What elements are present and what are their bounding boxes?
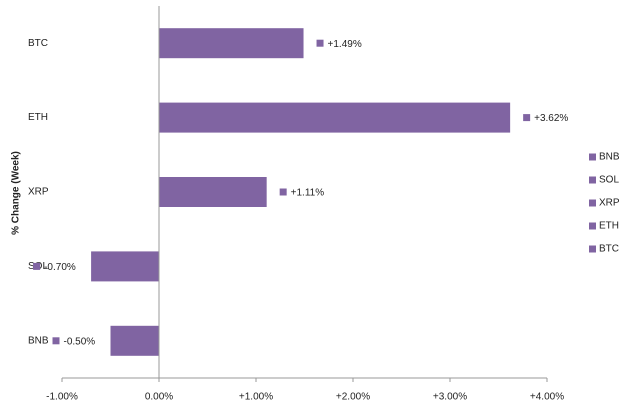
value-label-marker xyxy=(316,39,324,47)
x-tick-label: +4.00% xyxy=(530,392,564,403)
legend-label: ETH xyxy=(599,221,619,232)
x-tick-label: 0.00% xyxy=(145,392,173,403)
x-tick-label: -1.00% xyxy=(46,392,78,403)
value-label: -0.50% xyxy=(64,336,96,347)
value-label-marker xyxy=(523,114,531,122)
x-tick-label: +1.00% xyxy=(239,392,273,403)
bar xyxy=(159,28,304,59)
value-label: +3.62% xyxy=(534,113,568,124)
value-label: -0.70% xyxy=(44,262,76,273)
legend-label: XRP xyxy=(599,198,620,209)
bar xyxy=(159,102,511,133)
x-tick-label: +3.00% xyxy=(433,392,467,403)
legend-swatch xyxy=(589,153,596,161)
bar xyxy=(159,177,267,207)
y-tick-label: XRP xyxy=(28,187,49,198)
legend-swatch xyxy=(589,245,596,253)
value-label-marker xyxy=(279,188,287,196)
y-tick-label: ETH xyxy=(28,112,48,123)
x-tick-label: +2.00% xyxy=(336,392,370,403)
value-label-marker xyxy=(52,337,60,345)
value-label: +1.11% xyxy=(291,188,325,199)
value-label: +1.49% xyxy=(328,39,362,50)
y-tick-label: BNB xyxy=(28,335,49,346)
legend-label: BNB xyxy=(599,152,620,163)
legend-swatch xyxy=(589,176,596,184)
y-axis-label: % Change (Week) xyxy=(11,151,22,235)
legend-swatch xyxy=(589,222,596,230)
value-label-marker xyxy=(33,262,41,270)
legend-label: SOL xyxy=(599,175,619,186)
bar xyxy=(91,251,159,282)
legend-swatch xyxy=(589,199,596,207)
bar xyxy=(110,325,159,356)
legend-label: BTC xyxy=(599,244,619,255)
y-tick-label: BTC xyxy=(28,38,48,49)
